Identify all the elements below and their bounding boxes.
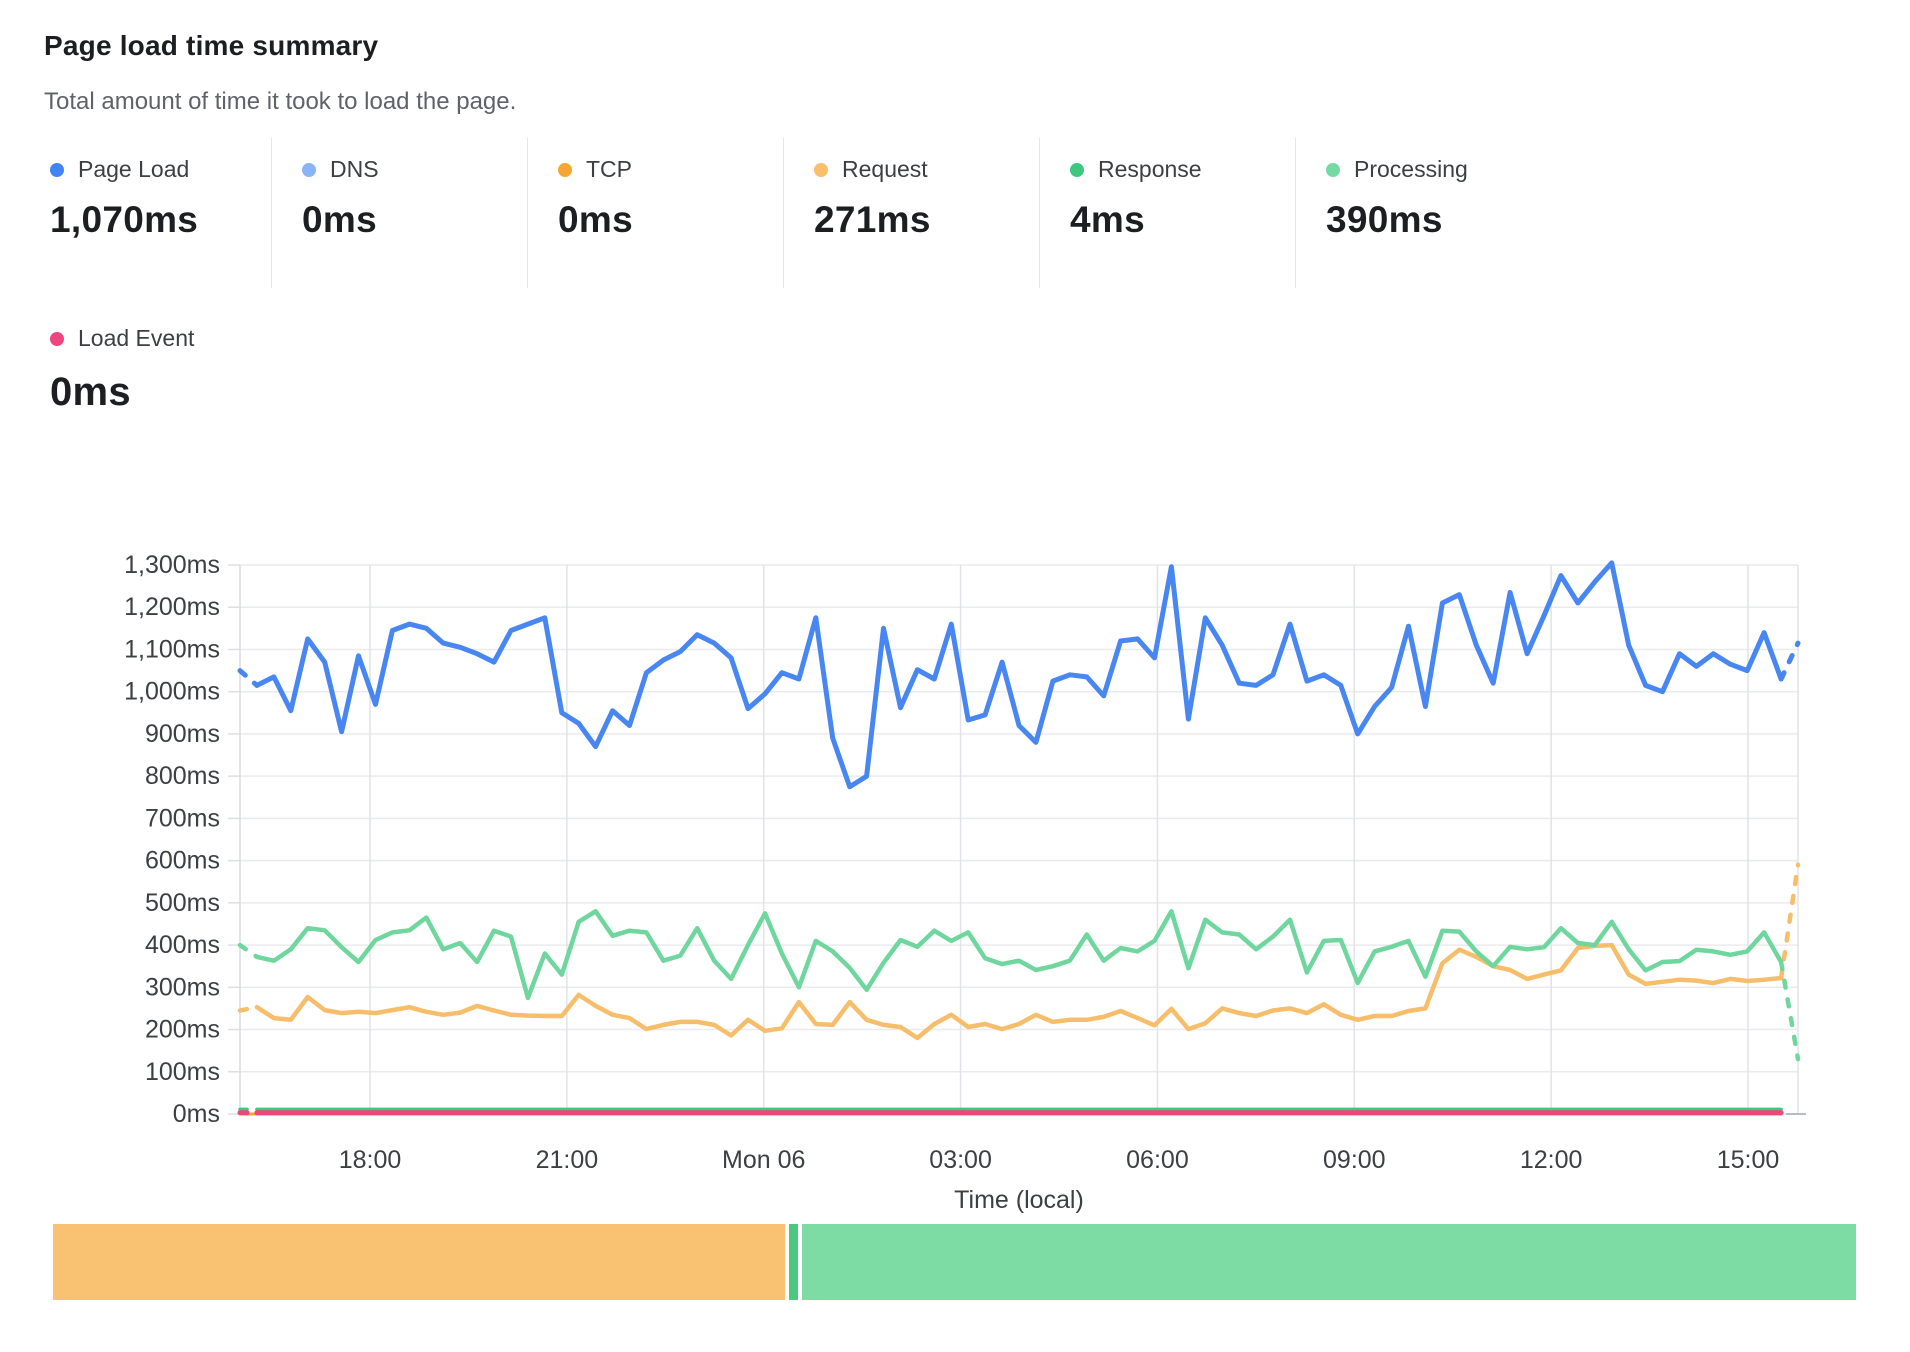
x-tick-label: 15:00: [1717, 1146, 1780, 1174]
stat-value: 0ms: [50, 370, 131, 414]
stat-label: Page Load: [78, 156, 190, 182]
y-tick-label: 600ms: [145, 847, 220, 875]
y-tick-label: 800ms: [145, 762, 220, 790]
stats-row: Page Load 1,070ms DNS 0ms TCP 0ms Reques…: [44, 138, 1551, 288]
y-tick-label: 200ms: [145, 1016, 220, 1044]
y-tick-label: 1,200ms: [124, 593, 220, 621]
tcp-legend-dot-icon: [558, 162, 572, 177]
x-tick-label: Mon 06: [722, 1146, 805, 1174]
stat-dns[interactable]: DNS 0ms: [271, 138, 527, 288]
series-page-load: [1778, 640, 1801, 682]
stat-tcp[interactable]: TCP 0ms: [527, 138, 783, 288]
bar-segment-response-share[interactable]: [789, 1224, 799, 1300]
stat-value: 0ms: [558, 199, 633, 240]
stat-request[interactable]: Request 271ms: [783, 138, 1039, 288]
stat-label: Load Event: [78, 325, 195, 351]
stat-label: TCP: [586, 156, 632, 182]
y-tick-label: 300ms: [145, 973, 220, 1001]
series-request: [254, 942, 1784, 1041]
series-request: [1778, 862, 1801, 981]
stat-value: 0ms: [302, 199, 377, 240]
series-page-load: [254, 560, 1784, 790]
request-legend-dot-icon: [814, 162, 828, 177]
stat-processing[interactable]: Processing 390ms: [1295, 138, 1551, 288]
stat-page-load[interactable]: Page Load 1,070ms: [44, 138, 271, 288]
dns-legend-dot-icon: [302, 162, 316, 177]
x-axis-title: Time (local): [954, 1186, 1084, 1214]
processing-legend-dot-icon: [1326, 162, 1340, 177]
bar-segment-request-share[interactable]: [53, 1224, 786, 1300]
y-tick-label: 900ms: [145, 720, 220, 748]
stat-label: Processing: [1354, 156, 1468, 182]
y-tick-label: 700ms: [145, 804, 220, 832]
page-load-legend-dot-icon: [50, 162, 64, 177]
y-tick-label: 1,100ms: [124, 635, 220, 663]
y-tick-label: 1,000ms: [124, 678, 220, 706]
load-event-legend-dot-icon: [50, 331, 64, 346]
series-processing: [1778, 959, 1801, 1062]
x-tick-label: 12:00: [1520, 1146, 1583, 1174]
y-tick-label: 500ms: [145, 889, 220, 917]
y-tick-label: 0ms: [173, 1100, 220, 1128]
y-tick-label: 400ms: [145, 931, 220, 959]
x-tick-label: 18:00: [339, 1146, 402, 1174]
stat-value: 4ms: [1070, 199, 1145, 240]
load-breakdown-bar[interactable]: [53, 1224, 1856, 1300]
y-tick-label: 100ms: [145, 1058, 220, 1086]
series-processing: [237, 942, 260, 960]
series-page-load: [237, 668, 260, 688]
stat-label: DNS: [330, 156, 379, 182]
x-tick-label: 03:00: [929, 1146, 992, 1174]
bar-segment-processing-share[interactable]: [802, 1224, 1856, 1300]
page-title: Page load time summary: [44, 30, 379, 61]
y-tick-label: 1,300ms: [124, 551, 220, 579]
stat-load-event[interactable]: Load Event 0ms: [44, 325, 194, 415]
stat-label: Request: [842, 156, 928, 182]
page-subtitle: Total amount of time it took to load the…: [44, 88, 517, 115]
x-tick-label: 21:00: [536, 1146, 599, 1174]
response-legend-dot-icon: [1070, 162, 1084, 177]
series-processing: [254, 909, 1784, 1001]
x-tick-label: 06:00: [1126, 1146, 1189, 1174]
stat-response[interactable]: Response 4ms: [1039, 138, 1295, 288]
series-request: [237, 1004, 260, 1013]
stat-label: Response: [1098, 156, 1202, 182]
stat-value: 390ms: [1326, 199, 1443, 240]
stat-value: 1,070ms: [50, 199, 199, 240]
x-tick-label: 09:00: [1323, 1146, 1386, 1174]
stat-value: 271ms: [814, 199, 931, 240]
